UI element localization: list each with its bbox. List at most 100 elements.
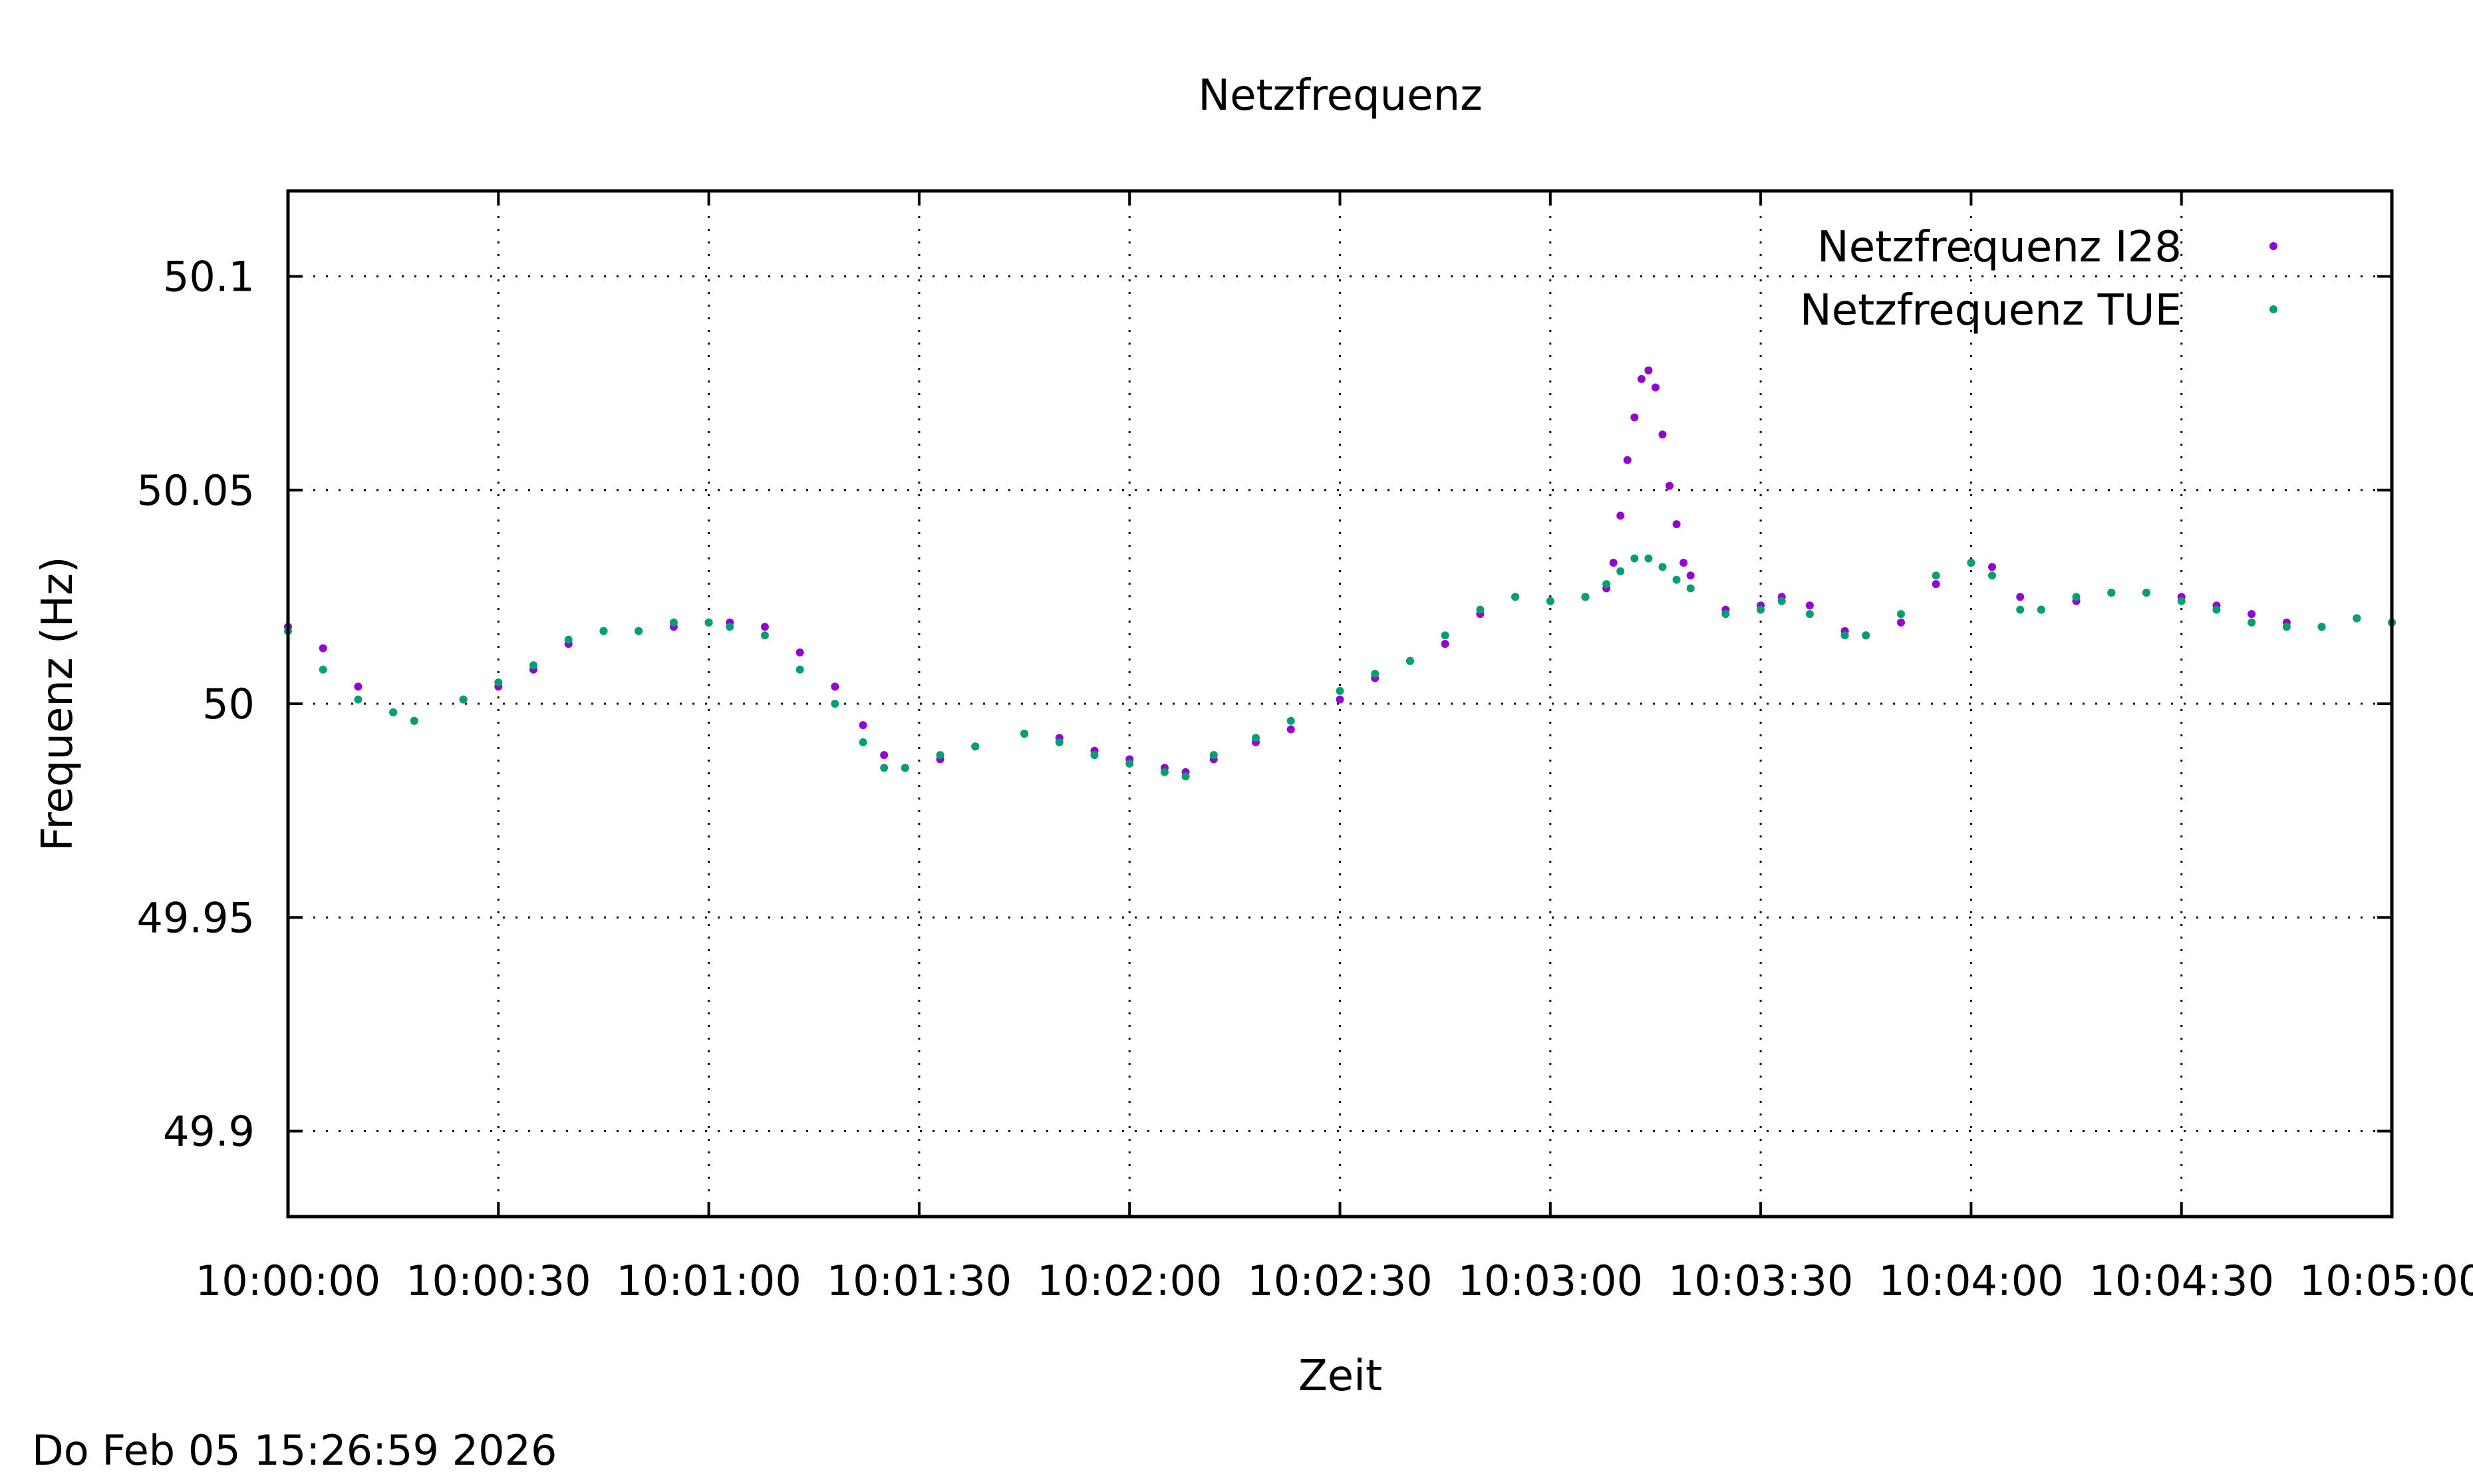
data-point <box>1441 631 1449 640</box>
data-point <box>1405 657 1414 665</box>
x-tick-label: 10:04:00 <box>1878 1257 2063 1305</box>
data-point <box>1686 571 1695 580</box>
data-point <box>760 623 769 631</box>
data-point <box>1623 456 1632 464</box>
data-point <box>494 678 503 686</box>
data-point <box>2353 614 2361 623</box>
data-point <box>1932 571 1940 580</box>
data-point <box>2282 623 2291 631</box>
data-point <box>1616 512 1625 520</box>
data-point <box>1371 670 1380 678</box>
data-point <box>1581 593 1590 601</box>
data-point <box>1020 729 1029 738</box>
data-point <box>389 708 398 716</box>
data-point <box>1286 725 1295 734</box>
data-point <box>2142 588 2150 597</box>
y-tick-label: 50.05 <box>137 466 255 515</box>
data-point <box>2016 593 2025 601</box>
data-point <box>1862 631 1870 640</box>
ticks <box>287 191 2393 1217</box>
data-point <box>831 682 839 691</box>
data-point <box>859 721 867 730</box>
data-point <box>1251 734 1260 742</box>
x-tick-labels: 10:00:00 10:00:30 10:01:00 10:01:30 10:02:00… <box>196 1257 2473 1305</box>
data-point <box>1896 610 1905 619</box>
data-point <box>1441 640 1449 649</box>
data-point <box>2248 610 2256 619</box>
legend-marker-i28 <box>2269 242 2277 250</box>
data-point <box>2072 593 2081 601</box>
data-point <box>2317 623 2326 631</box>
x-tick-label: 10:03:00 <box>1458 1257 1643 1305</box>
data-point <box>1896 618 1905 627</box>
data-point <box>1658 563 1667 571</box>
data-point <box>319 665 327 674</box>
data-point <box>2107 588 2116 597</box>
data-point <box>1125 759 1134 768</box>
data-point <box>1090 751 1099 760</box>
data-point <box>796 665 804 674</box>
data-point <box>880 764 889 772</box>
data-point <box>410 716 418 725</box>
data-point <box>1672 575 1681 584</box>
data-point <box>564 635 573 644</box>
series <box>284 366 2396 781</box>
data-point <box>1658 430 1667 439</box>
data-point <box>1757 605 1765 614</box>
data-point <box>635 627 643 635</box>
x-tick-label: 10:01:00 <box>616 1257 801 1305</box>
data-point <box>1476 605 1485 614</box>
data-point <box>971 742 980 751</box>
y-tick-label: 49.9 <box>163 1108 255 1156</box>
x-tick-label: 10:04:30 <box>2089 1257 2273 1305</box>
data-point <box>726 623 734 631</box>
data-point <box>1630 413 1639 422</box>
chart-title: Netzfrequenz <box>1198 71 1482 120</box>
data-point <box>2177 597 2186 605</box>
data-point <box>1336 686 1344 695</box>
series-1 <box>284 554 2396 781</box>
data-point <box>1840 631 1849 640</box>
x-tick-label: 10:00:30 <box>406 1257 591 1305</box>
data-point <box>936 751 945 760</box>
data-point <box>1602 580 1611 589</box>
x-tick-label: 10:02:00 <box>1037 1257 1222 1305</box>
data-point <box>1666 482 1674 490</box>
x-tick-label: 10:00:00 <box>196 1257 380 1305</box>
plot-frame <box>286 189 2394 1219</box>
legend-marker-tue <box>2269 305 2277 313</box>
data-point <box>1055 738 1064 746</box>
grid <box>288 191 2392 1217</box>
x-tick-label: 10:02:30 <box>1247 1257 1432 1305</box>
data-point <box>796 648 804 657</box>
data-point <box>1644 366 1653 374</box>
data-point <box>1805 610 1814 619</box>
data-point <box>669 618 678 627</box>
data-point <box>1616 567 1625 575</box>
x-tick-label: 10:03:30 <box>1668 1257 1853 1305</box>
data-point <box>1932 580 1940 589</box>
data-point <box>1651 383 1660 392</box>
data-point <box>1209 751 1218 760</box>
data-point <box>760 631 769 640</box>
legend: Netzfrequenz I28 Netzfrequenz TUE <box>1800 223 2277 335</box>
timestamp-footer: Do Feb 05 15:26:59 2026 <box>32 1426 557 1475</box>
data-point <box>704 618 713 627</box>
data-point <box>319 644 327 653</box>
data-point <box>1181 772 1190 781</box>
data-point <box>1644 554 1653 563</box>
y-tick-label: 49.95 <box>137 893 255 942</box>
data-point <box>1630 554 1639 563</box>
data-point <box>2212 605 2221 614</box>
data-point <box>1160 768 1169 776</box>
data-point <box>1721 610 1730 619</box>
data-point <box>1967 558 1975 567</box>
data-point <box>1777 597 1786 605</box>
y-tick-label: 50.1 <box>163 253 255 301</box>
data-point <box>1546 597 1554 605</box>
data-point <box>1637 374 1646 383</box>
x-tick-label: 10:05:00 <box>2299 1257 2473 1305</box>
x-axis-label: Zeit <box>1298 1352 1382 1401</box>
data-point <box>831 700 839 708</box>
